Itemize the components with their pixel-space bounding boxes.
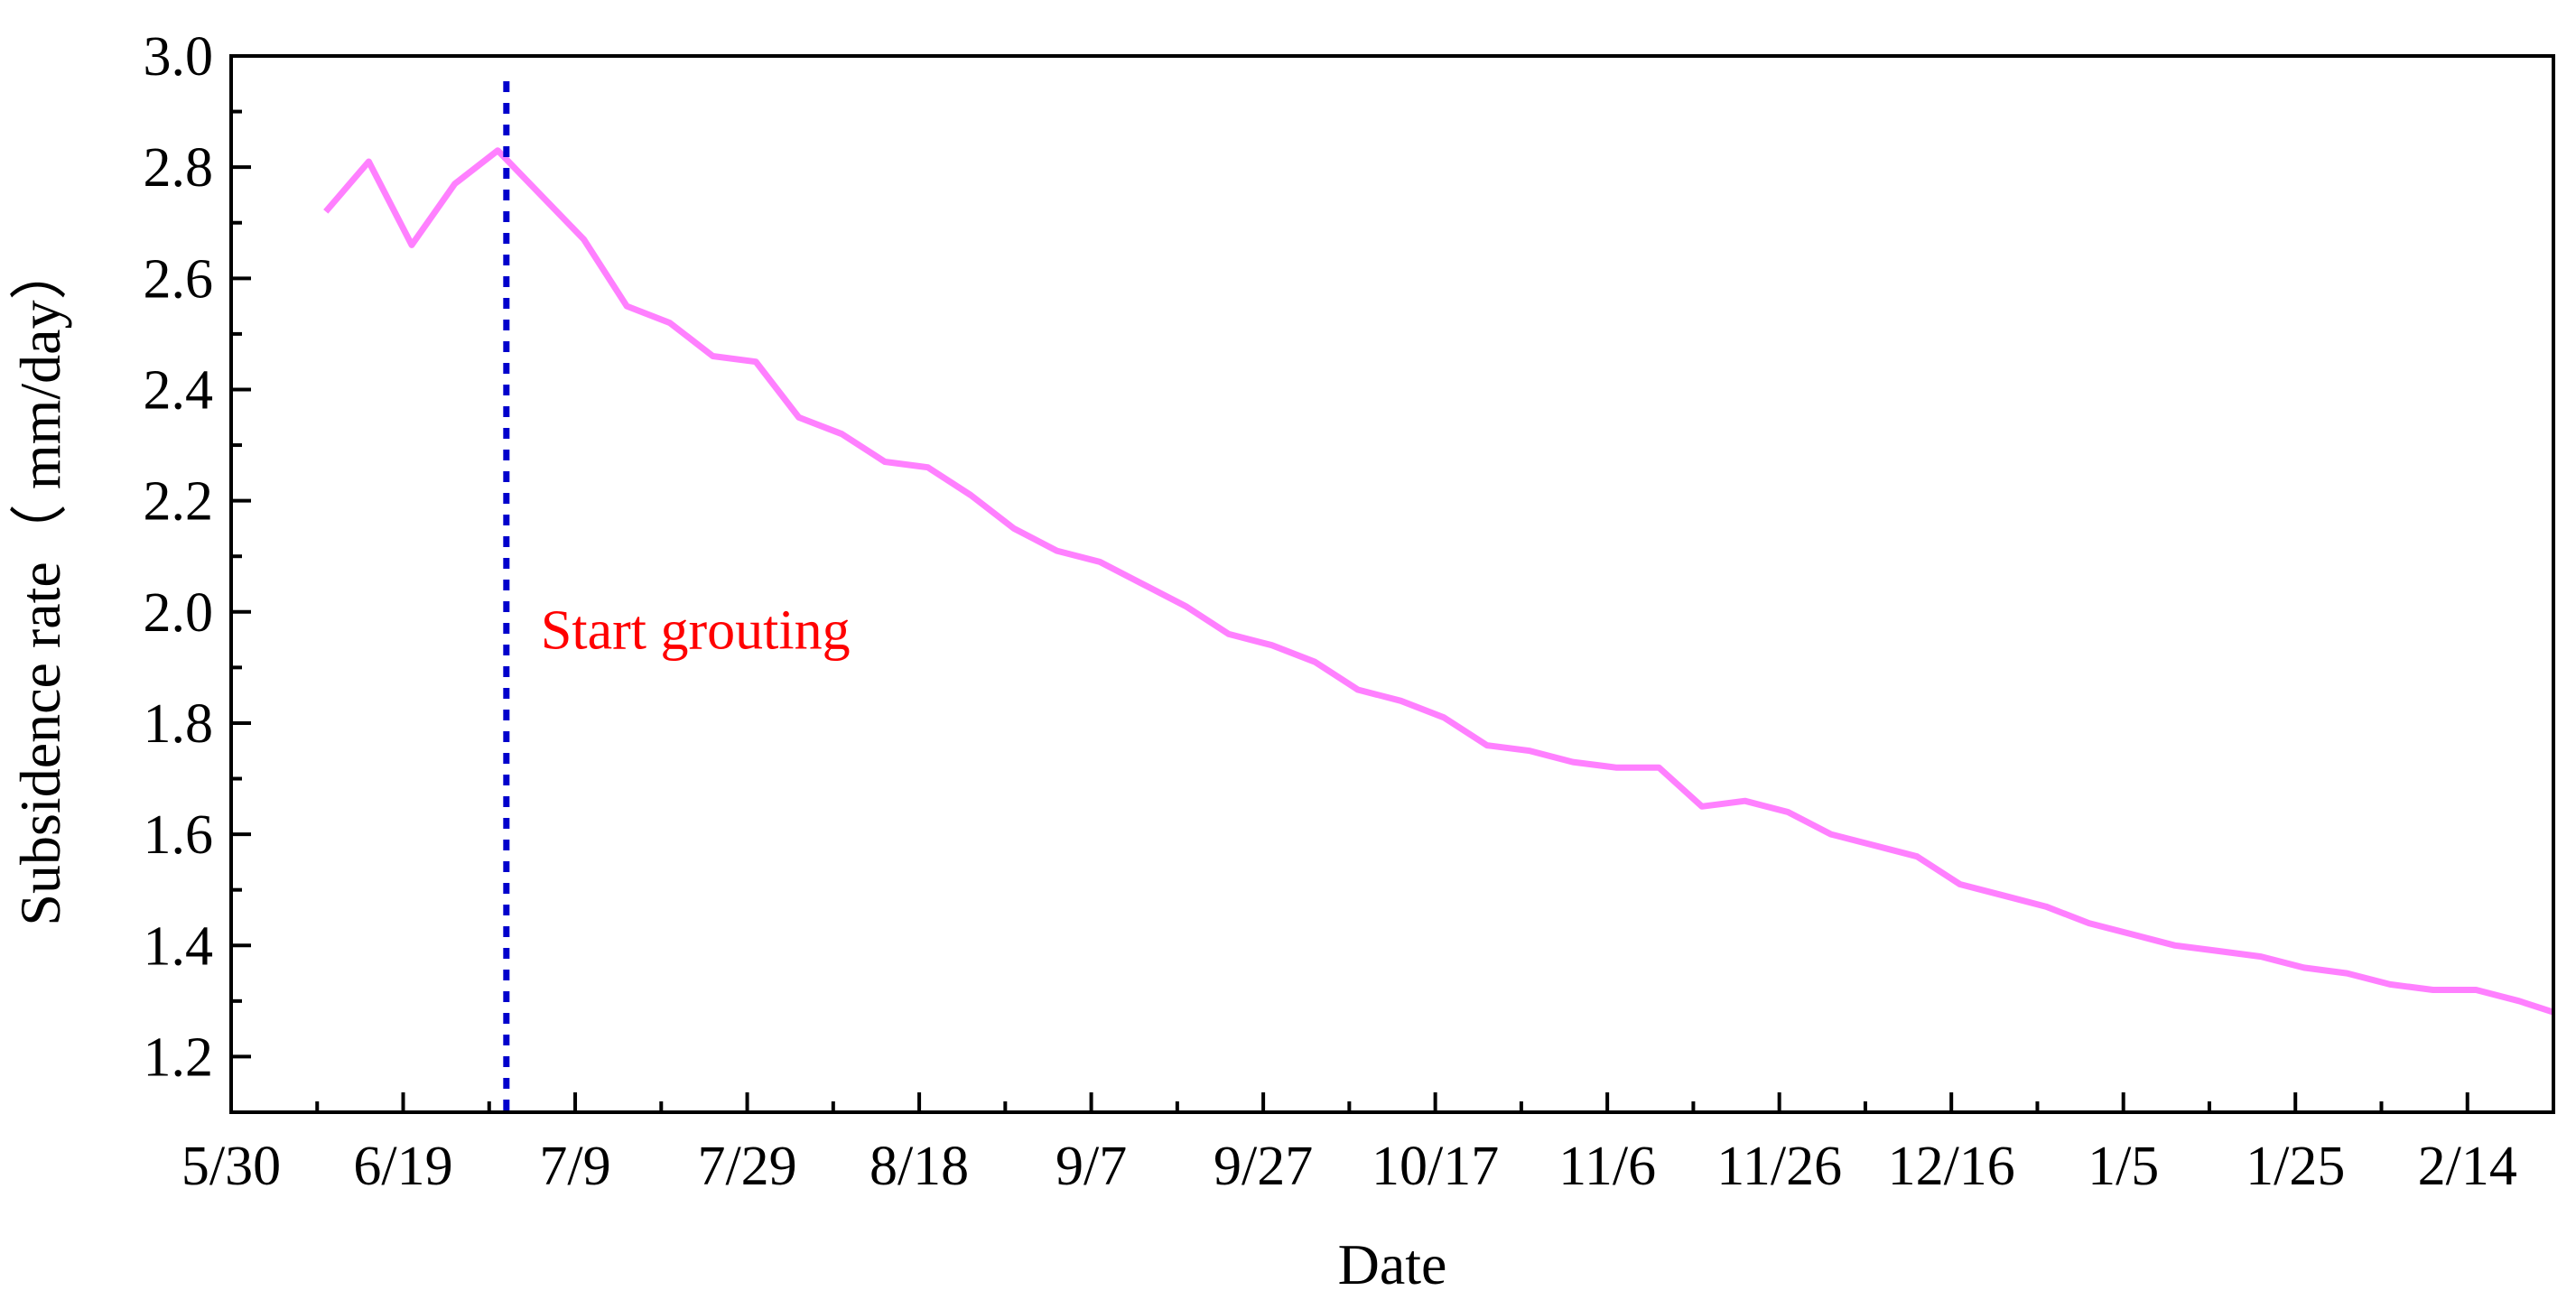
y-tick-label: 2.4 [144,359,214,421]
y-tick-label: 1.8 [144,693,214,755]
y-tick-label: 1.2 [144,1026,214,1088]
y-axis-title: Subsidence rate（ mm/day） [8,242,72,925]
axis-ticks [229,54,2555,1112]
x-tick-label: 8/18 [870,1136,969,1197]
x-tick-label: 9/7 [1056,1136,1127,1197]
x-tick-label: 11/6 [1558,1136,1656,1197]
x-tick-label: 2/14 [2418,1136,2517,1197]
x-tick-label: 7/29 [697,1136,796,1197]
x-tick-label: 6/19 [353,1136,452,1197]
series-line-0 [323,147,2555,1016]
x-tick-label: 1/25 [2246,1136,2345,1197]
x-tick-label: 11/26 [1716,1136,1842,1197]
y-tick-label: 2.2 [144,471,214,533]
plot-frame [229,54,2555,1114]
axis-tick-labels: 1.2 1.4 1.6 1.8 2.0 2.2 2.4 2.6 2.8 3.0 5/30 6/19 7/… [144,26,2517,1197]
y-tick-label: 1.6 [144,804,214,866]
y-tick-label: 1.4 [144,915,214,977]
y-tick-label: 3.0 [144,26,214,88]
y-tick-label: 2.8 [144,137,214,199]
y-tick-label: 2.6 [144,248,214,310]
x-tick-label: 9/27 [1214,1136,1313,1197]
x-tick-label: 10/17 [1372,1136,1499,1197]
plot-marks: Start grouting [323,81,2555,1112]
x-axis-title: Date [1338,1232,1447,1296]
annotation-text: Start grouting [541,599,851,661]
x-tick-label: 5/30 [181,1136,281,1197]
x-tick-label: 7/9 [539,1136,610,1197]
x-tick-label: 12/16 [1888,1136,2015,1197]
x-tick-label: 1/5 [2088,1136,2159,1197]
y-tick-label: 2.0 [144,582,214,644]
